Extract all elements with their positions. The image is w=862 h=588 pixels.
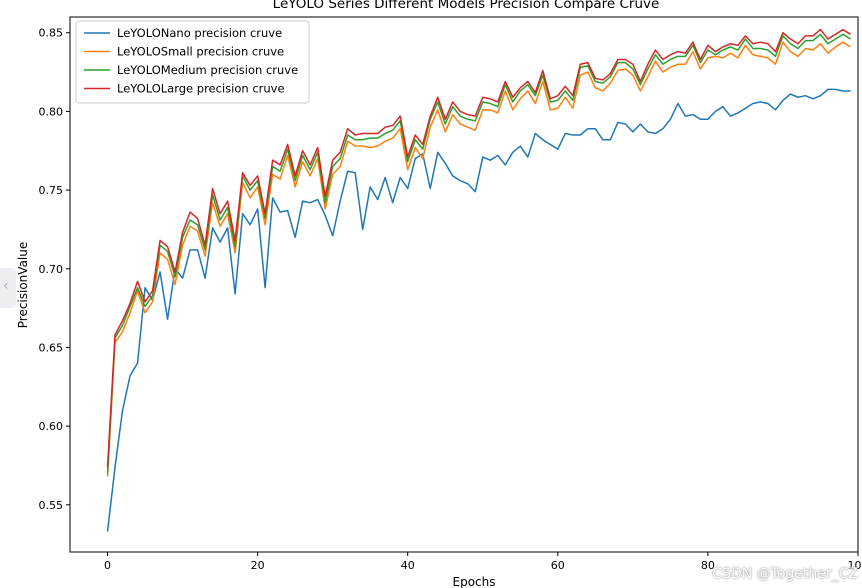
x-axis: 0 20 40 60 80 100 xyxy=(104,552,862,572)
x-tick-label: 20 xyxy=(251,559,265,572)
legend: LeYOLONano precision cruve LeYOLOSmall pr… xyxy=(75,20,310,104)
legend-label: LeYOLOMedium precision cruve xyxy=(117,63,298,77)
y-tick-label: 0.80 xyxy=(39,105,64,118)
y-tick-label: 0.70 xyxy=(39,263,64,276)
x-tick-label: 0 xyxy=(104,559,111,572)
series-line-2 xyxy=(106,41,851,477)
y-axis: 0.55 0.60 0.65 0.70 0.75 0.80 0.85 xyxy=(39,27,70,512)
y-tick-label: 0.65 xyxy=(39,341,64,354)
chevron-left-icon: ‹ xyxy=(3,278,9,294)
plot-series-group xyxy=(106,28,851,532)
x-tick-label: 80 xyxy=(701,559,715,572)
x-axis-label: Epochs xyxy=(453,575,496,588)
y-tick-label: 0.85 xyxy=(39,27,64,40)
x-tick-label: 40 xyxy=(401,559,415,572)
plot-frame xyxy=(69,16,859,553)
y-axis-label: PrecisionValue xyxy=(16,242,30,329)
series-line-3 xyxy=(106,33,851,474)
x-tick-label: 100 xyxy=(848,559,862,572)
series-line-4 xyxy=(106,28,851,468)
series-line-1 xyxy=(106,88,851,532)
side-collapse-tab[interactable]: ‹ xyxy=(0,268,16,308)
y-tick-label: 0.55 xyxy=(39,499,64,512)
chart-title: LeYOLO Series Different Models Precision… xyxy=(273,0,660,12)
x-tick-label: 60 xyxy=(551,559,565,572)
watermark: CSDN @Together_CZ xyxy=(712,566,858,582)
legend-label: LeYOLONano precision cruve xyxy=(117,26,282,40)
legend-label: LeYOLOLarge precision cruve xyxy=(117,82,285,96)
y-tick-label: 0.60 xyxy=(39,420,64,433)
legend-label: LeYOLOSmall precision cruve xyxy=(117,45,284,59)
legend-box xyxy=(75,20,310,104)
y-tick-label: 0.75 xyxy=(39,184,64,197)
